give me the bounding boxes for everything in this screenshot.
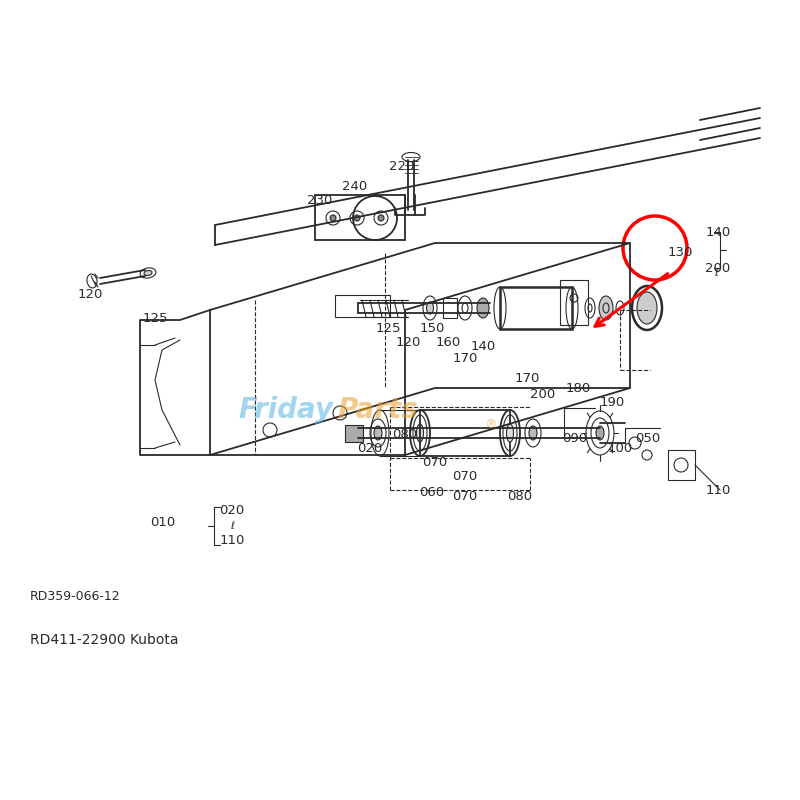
Ellipse shape xyxy=(596,426,604,440)
Text: 100: 100 xyxy=(607,442,633,454)
Text: 130: 130 xyxy=(667,246,693,258)
Text: 170: 170 xyxy=(452,351,478,365)
Text: 170: 170 xyxy=(514,371,540,385)
Circle shape xyxy=(330,215,336,221)
Bar xyxy=(500,287,572,329)
Text: 080: 080 xyxy=(393,429,418,442)
Text: 125: 125 xyxy=(375,322,401,334)
Text: 150: 150 xyxy=(419,322,445,334)
Text: 060: 060 xyxy=(419,486,445,499)
Bar xyxy=(315,195,405,240)
Ellipse shape xyxy=(477,298,489,318)
Text: ℓ: ℓ xyxy=(230,521,234,531)
Text: 160: 160 xyxy=(435,337,461,350)
Text: 125: 125 xyxy=(142,311,168,325)
Circle shape xyxy=(378,215,384,221)
Bar xyxy=(443,298,457,318)
Text: 140: 140 xyxy=(706,226,730,238)
Text: 070: 070 xyxy=(452,470,478,482)
Text: 200: 200 xyxy=(530,389,556,402)
Text: 230: 230 xyxy=(307,194,333,206)
Ellipse shape xyxy=(529,426,537,440)
Text: 240: 240 xyxy=(342,179,368,193)
Text: 050: 050 xyxy=(635,431,661,445)
Text: 200: 200 xyxy=(706,262,730,274)
Ellipse shape xyxy=(506,424,514,442)
Ellipse shape xyxy=(417,424,423,442)
Text: 110: 110 xyxy=(219,534,245,546)
Text: 010: 010 xyxy=(150,515,176,529)
Text: 110: 110 xyxy=(706,483,730,497)
Text: ®: ® xyxy=(484,418,496,431)
Bar xyxy=(560,280,588,325)
Bar xyxy=(335,295,390,317)
Text: 220: 220 xyxy=(390,159,414,173)
Ellipse shape xyxy=(374,426,382,440)
Ellipse shape xyxy=(144,270,152,275)
Circle shape xyxy=(354,215,360,221)
Text: RD411-22900 Kubota: RD411-22900 Kubota xyxy=(30,633,178,647)
Text: 180: 180 xyxy=(566,382,590,394)
Ellipse shape xyxy=(637,292,657,324)
Text: Friday: Friday xyxy=(238,396,333,424)
Text: 120: 120 xyxy=(78,289,102,302)
Bar xyxy=(345,425,363,442)
Text: 140: 140 xyxy=(470,341,496,354)
Text: 080: 080 xyxy=(507,490,533,503)
Ellipse shape xyxy=(426,302,434,314)
Text: RD359-066-12: RD359-066-12 xyxy=(30,590,121,602)
Text: 090: 090 xyxy=(562,431,587,445)
Text: 120: 120 xyxy=(395,337,421,350)
Text: 070: 070 xyxy=(452,490,478,503)
Bar xyxy=(420,410,510,456)
Text: 020: 020 xyxy=(358,442,382,454)
Text: 070: 070 xyxy=(422,455,448,469)
Text: Parts: Parts xyxy=(337,396,418,424)
Text: 190: 190 xyxy=(599,395,625,409)
Ellipse shape xyxy=(599,296,613,320)
Text: 020: 020 xyxy=(219,503,245,517)
Text: ℓ: ℓ xyxy=(714,268,718,278)
